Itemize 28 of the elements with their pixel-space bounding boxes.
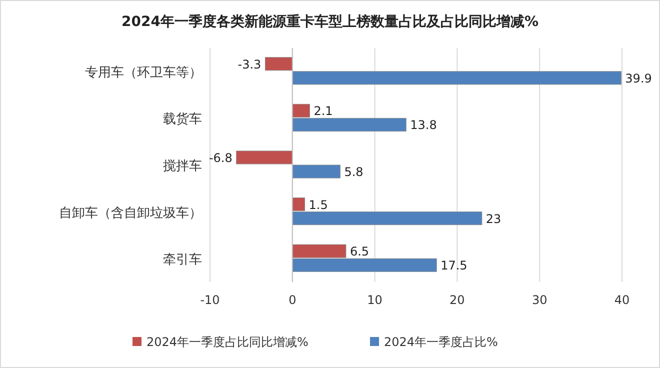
y-tick-label: 专用车（环卫车等） <box>85 65 202 80</box>
x-tick-label: 10 <box>367 293 382 307</box>
x-tick-label: 30 <box>532 293 548 307</box>
data-label: 17.5 <box>440 258 468 273</box>
y-tick-label: 自卸车（含自卸垃圾车） <box>59 206 202 221</box>
legend-label: 2024年一季度占比% <box>384 335 498 349</box>
y-tick-label: 载货车 <box>163 112 202 128</box>
bar <box>292 71 622 85</box>
data-label: -3.3 <box>238 57 262 72</box>
x-tick-label: 0 <box>288 293 296 307</box>
data-label: -6.8 <box>208 150 232 165</box>
bar <box>292 164 340 178</box>
data-label: 5.8 <box>344 165 364 180</box>
data-label: 13.8 <box>410 118 437 132</box>
data-label: 2.1 <box>314 104 333 118</box>
y-tick-label: 搅拌车 <box>163 159 202 174</box>
bar <box>236 150 293 164</box>
data-label: 1.5 <box>308 198 328 212</box>
bar <box>264 57 293 71</box>
legend-label: 2024年一季度占比同比增减% <box>146 335 308 349</box>
data-label: 23 <box>486 212 502 226</box>
y-tick-label: 牵引车 <box>163 252 202 268</box>
x-tick-label: 40 <box>614 293 630 307</box>
x-tick-label: -10 <box>200 293 220 307</box>
x-tick-label: 20 <box>450 293 465 307</box>
data-label: 39.9 <box>625 71 652 86</box>
data-label: 6.5 <box>350 244 370 259</box>
chart-title: 2024年一季度各类新能源重卡车型上榜数量占比及占比同比增减% <box>122 13 538 30</box>
